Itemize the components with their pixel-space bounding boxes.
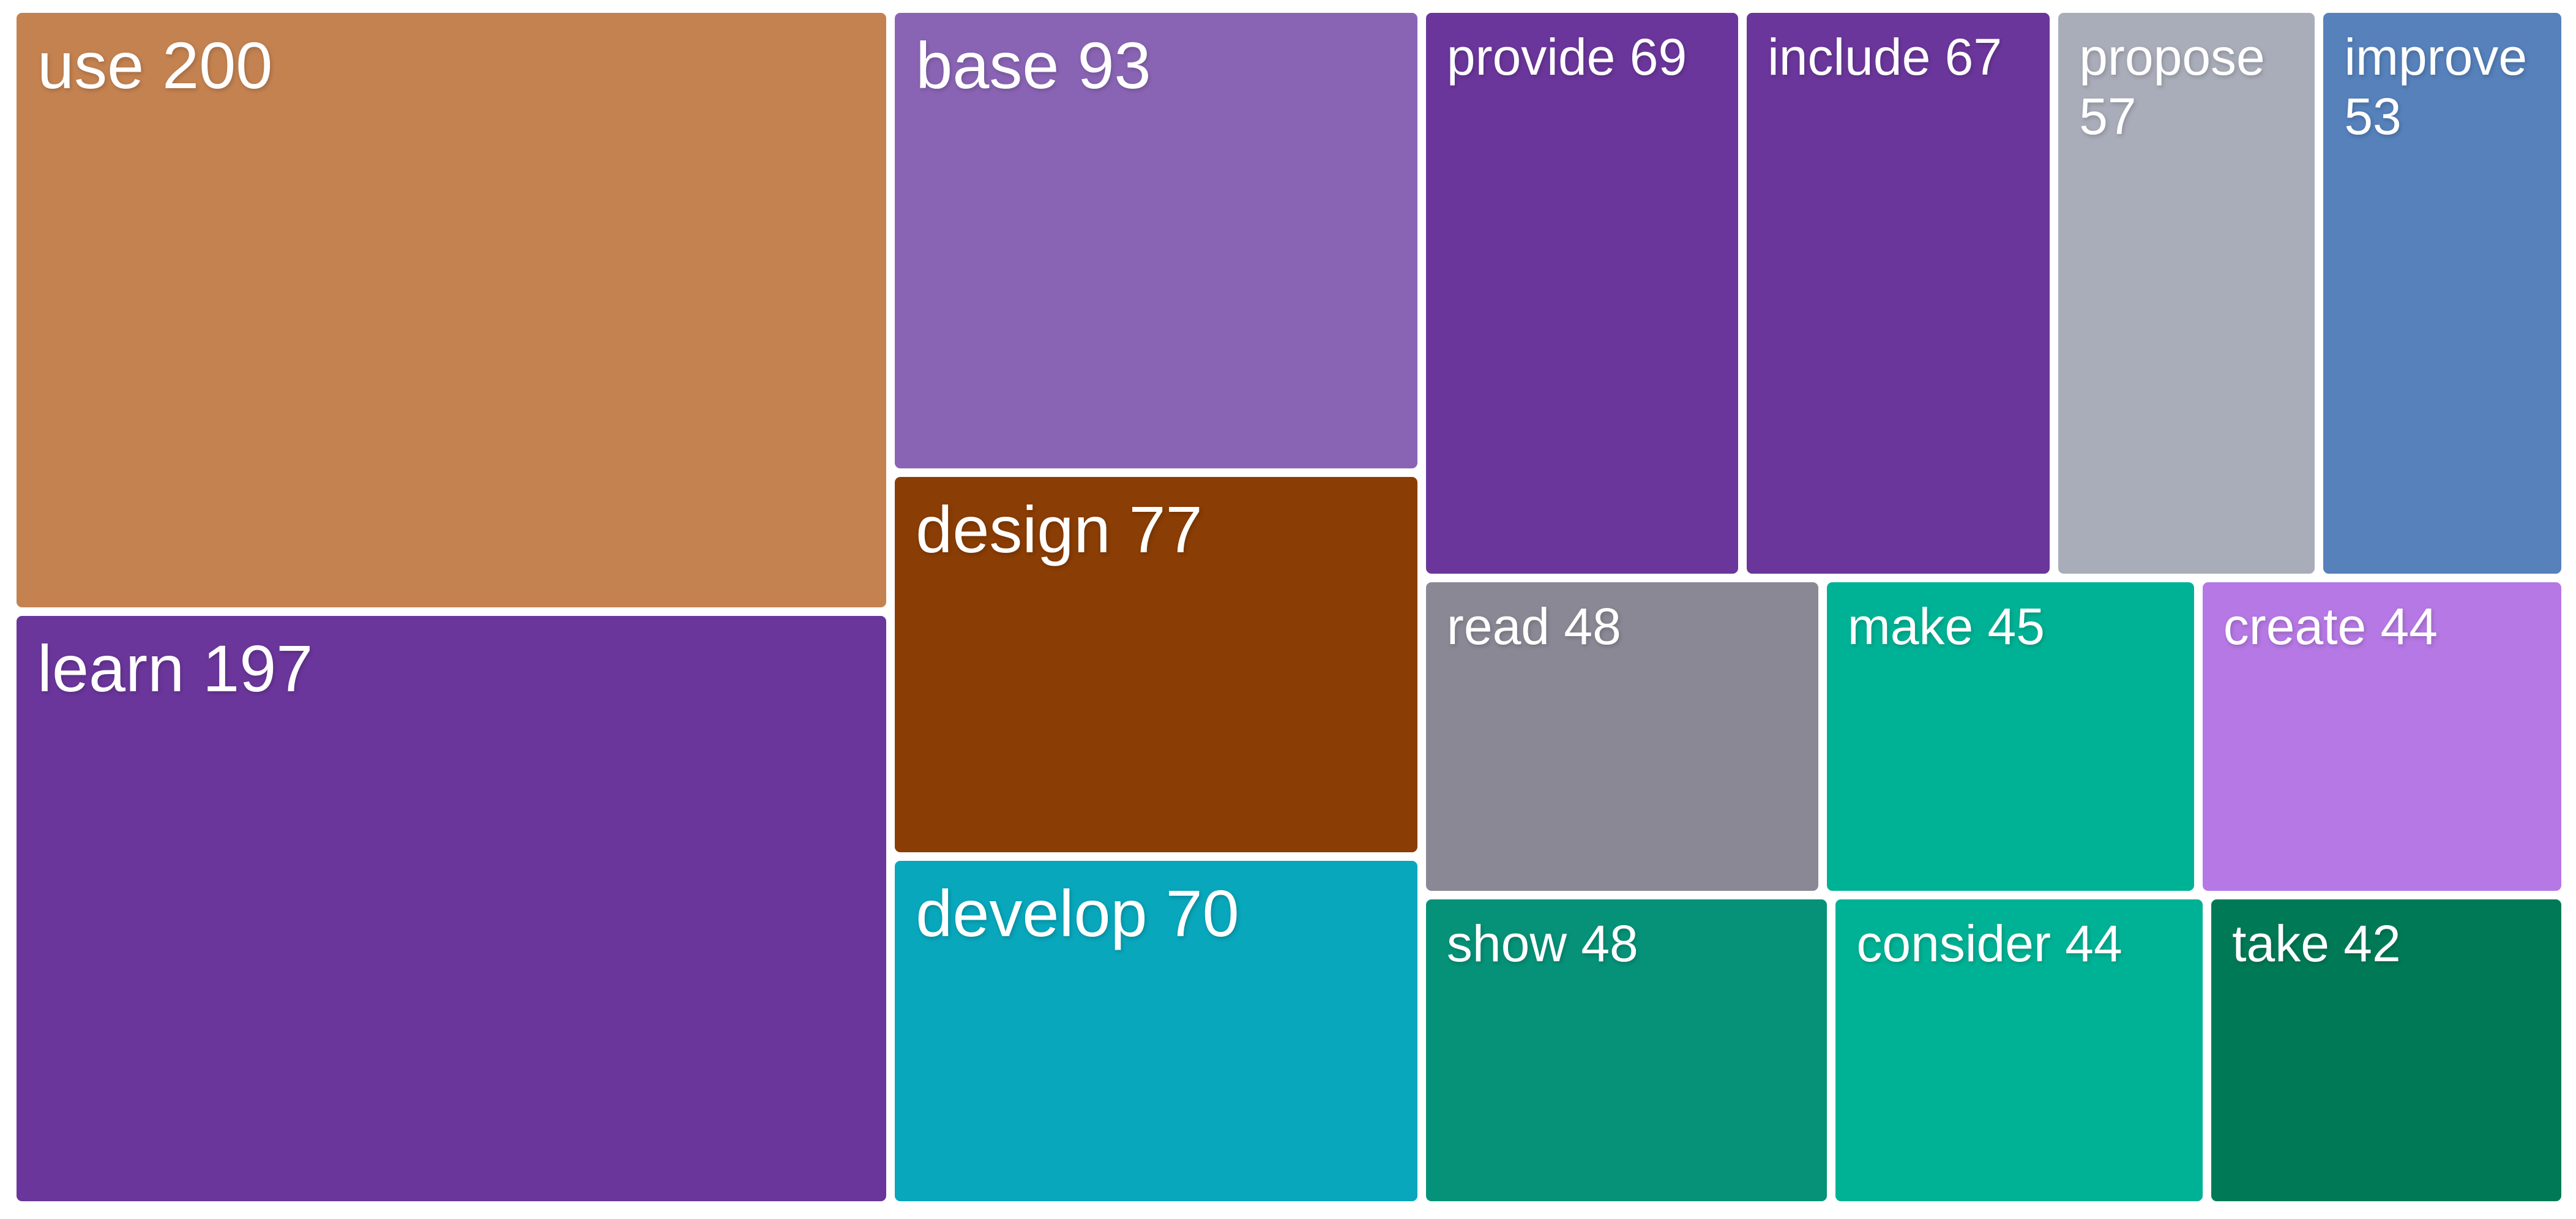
- treemap-tile-design: design 77: [890, 472, 1422, 857]
- treemap-canvas: use 200 learn 197 base 93 design 77 develop …: [12, 9, 2566, 1206]
- treemap-tile-base: base 93: [890, 9, 1422, 473]
- treemap-tile-take: take 42: [2207, 895, 2566, 1206]
- treemap-tile-make: make 45: [1822, 578, 2198, 896]
- tile-label: show 48: [1446, 915, 1638, 973]
- treemap-tile-provide: provide 69: [1421, 9, 1743, 579]
- treemap-tile-use: use 200: [12, 9, 891, 612]
- tile-label: develop 70: [916, 876, 1239, 950]
- tile-label: take 42: [2232, 915, 2401, 973]
- tile-label: improve 53: [2344, 28, 2528, 145]
- tile-label: provide 69: [1446, 28, 1687, 86]
- treemap-tile-propose: propose 57: [2054, 9, 2320, 579]
- treemap-tile-learn: learn 197: [12, 611, 891, 1206]
- treemap-tile-develop: develop 70: [890, 856, 1422, 1206]
- tile-label: consider 44: [1856, 915, 2122, 973]
- tile-label: base 93: [916, 28, 1151, 102]
- tile-label: read 48: [1446, 598, 1621, 656]
- tile-label: make 45: [1847, 598, 2045, 656]
- tile-label: include 67: [1768, 28, 2003, 86]
- tile-label: create 44: [2223, 598, 2438, 656]
- treemap-tile-consider: consider 44: [1831, 895, 2208, 1206]
- treemap-tile-improve: improve 53: [2319, 9, 2566, 579]
- treemap-tile-create: create 44: [2198, 578, 2566, 896]
- tile-label: use 200: [37, 28, 273, 102]
- tile-label: propose 57: [2079, 28, 2265, 145]
- treemap-tile-read: read 48: [1421, 578, 1823, 896]
- treemap-tile-include: include 67: [1742, 9, 2055, 579]
- treemap-tile-show: show 48: [1421, 895, 1832, 1206]
- tile-label: learn 197: [37, 631, 313, 705]
- tile-label: design 77: [916, 492, 1203, 566]
